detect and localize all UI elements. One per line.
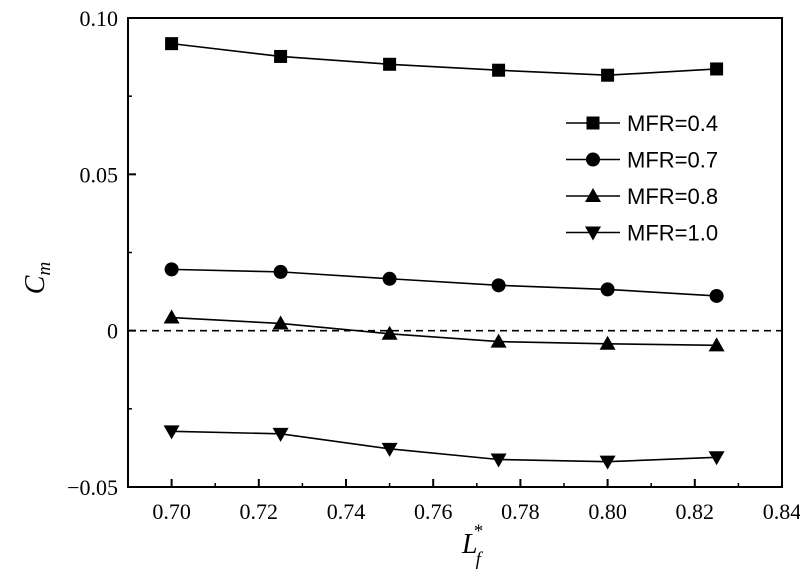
legend-marker <box>585 226 601 241</box>
x-tick-label: 0.72 <box>240 499 279 524</box>
data-point <box>165 37 179 51</box>
x-axis-title-subscript: f <box>476 549 484 570</box>
series-2 <box>163 309 725 352</box>
plot-frame <box>127 17 783 488</box>
x-axis-title: Lf * <box>461 521 484 570</box>
data-point <box>383 57 397 71</box>
data-point <box>601 68 615 82</box>
x-tick-label: 0.80 <box>588 499 627 524</box>
y-tick-label: 0.05 <box>80 162 119 187</box>
x-tick-label: 0.76 <box>414 499 453 524</box>
series-line <box>171 268 717 297</box>
data-point <box>708 337 725 352</box>
legend-label: MFR=0.7 <box>627 148 718 173</box>
x-tick-label: 0.78 <box>501 499 540 524</box>
data-point <box>599 335 616 350</box>
x-tick-label: 0.70 <box>152 499 191 524</box>
data-point <box>710 62 724 76</box>
legend-label: MFR=0.4 <box>627 111 718 136</box>
data-point <box>381 325 398 340</box>
data-point <box>491 278 506 293</box>
data-point <box>273 264 288 279</box>
x-tick-label: 0.74 <box>327 499 366 524</box>
y-tick-label: −0.05 <box>67 475 118 500</box>
data-point <box>490 453 507 468</box>
data-point <box>163 309 180 324</box>
legend-label: MFR=0.8 <box>627 184 718 209</box>
series-0 <box>165 37 724 82</box>
legend-marker <box>585 188 601 202</box>
x-axis-title-main: L <box>461 529 478 560</box>
series-line <box>171 316 717 347</box>
data-point <box>709 288 724 303</box>
y-axis-title-main: C <box>20 275 51 294</box>
x-tick-label: 0.82 <box>676 499 715 524</box>
data-point <box>708 451 725 466</box>
legend-marker <box>586 116 600 130</box>
series-line <box>171 42 717 77</box>
x-tick-label: 0.84 <box>763 499 800 524</box>
legend-entry-3: MFR=1.0 <box>566 221 718 246</box>
data-point <box>600 282 615 297</box>
data-point <box>163 425 180 440</box>
y-tick-label: 0.10 <box>80 6 119 31</box>
legend-marker <box>586 152 600 167</box>
legend-entry-1: MFR=0.7 <box>566 148 718 173</box>
x-axis-title-superscript: * <box>473 521 483 542</box>
series-line <box>171 430 717 463</box>
data-point <box>164 262 179 277</box>
legend-entry-0: MFR=0.4 <box>566 111 718 136</box>
legend: MFR=0.4 MFR=0.7 MFR=0.8 MFR=1.0 <box>566 111 718 246</box>
data-point <box>492 63 506 77</box>
y-axis-title-subscript: m <box>34 262 55 276</box>
data-point <box>382 271 397 286</box>
data-point <box>272 427 289 442</box>
data-point <box>272 315 289 330</box>
y-axis-title: Cm <box>20 262 55 294</box>
plot-area <box>163 37 725 470</box>
axes: 0.70 0.72 0.74 0.76 0.78 0.80 0.82 0.84 −0.05 0 0.… <box>20 6 800 570</box>
data-point <box>274 49 288 63</box>
series-1 <box>164 262 724 303</box>
series-3 <box>163 425 725 470</box>
data-point <box>381 442 398 457</box>
legend-label: MFR=1.0 <box>627 221 718 246</box>
data-point <box>599 455 616 470</box>
y-tick-label: 0 <box>107 319 118 344</box>
data-point <box>490 333 507 348</box>
legend-entry-2: MFR=0.8 <box>566 184 718 209</box>
